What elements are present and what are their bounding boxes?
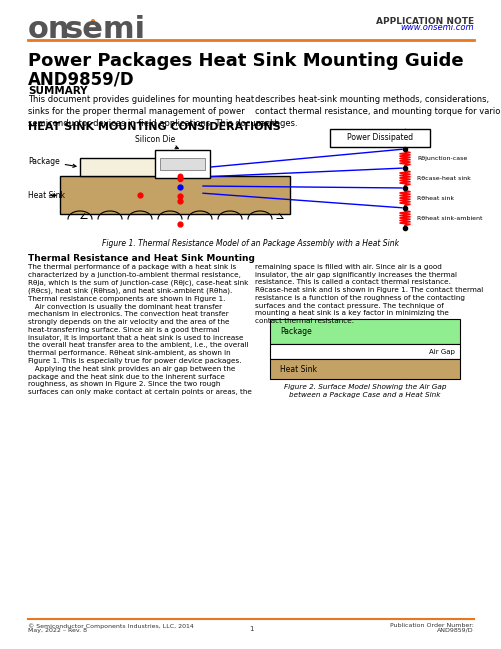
- Text: Heat Sink: Heat Sink: [280, 365, 316, 374]
- Text: Package: Package: [28, 156, 76, 167]
- Text: Rθheat sink: Rθheat sink: [416, 195, 453, 201]
- Text: AND9859/D: AND9859/D: [28, 71, 134, 89]
- Text: HEAT SINK MOUNTING CONSIDERATIONS: HEAT SINK MOUNTING CONSIDERATIONS: [28, 122, 280, 132]
- Text: Rθcase-heat sink: Rθcase-heat sink: [416, 175, 470, 180]
- Text: Rθheat sink-ambient: Rθheat sink-ambient: [416, 215, 481, 221]
- Text: Heat Sink: Heat Sink: [28, 191, 65, 201]
- Bar: [80, 158, 180, 176]
- Text: Figure 2. Surface Model Showing the Air Gap
between a Package Case and a Heat Si: Figure 2. Surface Model Showing the Air …: [283, 384, 445, 398]
- Text: semi: semi: [64, 14, 145, 43]
- Text: © Semiconductor Components Industries, LLC, 2014: © Semiconductor Components Industries, L…: [28, 623, 193, 629]
- Bar: [329, 129, 429, 147]
- Text: Thermal Resistance and Heat Sink Mounting: Thermal Resistance and Heat Sink Mountin…: [28, 254, 255, 263]
- Text: Publication Order Number:: Publication Order Number:: [389, 623, 473, 628]
- Text: on: on: [28, 14, 70, 43]
- Text: Air Gap: Air Gap: [428, 349, 454, 355]
- Text: Power Packages Heat Sink Mounting Guide: Power Packages Heat Sink Mounting Guide: [28, 52, 463, 70]
- Text: The thermal performance of a package with a heat sink is
characterized by a junc: The thermal performance of a package wit…: [28, 264, 252, 395]
- Text: Package: Package: [280, 328, 311, 336]
- Text: Rθjunction-case: Rθjunction-case: [416, 156, 466, 161]
- Text: Silicon Die: Silicon Die: [135, 134, 178, 149]
- Text: www.onsemi.com: www.onsemi.com: [400, 23, 473, 32]
- Text: This document provides guidelines for mounting heat
sinks for the proper thermal: This document provides guidelines for mo…: [28, 95, 277, 128]
- Text: Power Dissipated: Power Dissipated: [346, 134, 412, 143]
- Text: AND9859/D: AND9859/D: [436, 628, 473, 633]
- Bar: [270, 359, 459, 379]
- Bar: [160, 158, 204, 170]
- Text: May, 2022 – Rev. 8: May, 2022 – Rev. 8: [28, 628, 87, 633]
- Text: remaining space is filled with air. Since air is a good
insulator, the air gap s: remaining space is filled with air. Sinc…: [255, 264, 482, 324]
- Bar: [60, 176, 290, 214]
- Text: SUMMARY: SUMMARY: [28, 86, 87, 96]
- Text: 1: 1: [248, 626, 253, 632]
- Bar: [270, 344, 459, 359]
- Bar: [155, 150, 209, 178]
- Text: Figure 1. Thermal Resistance Model of an Package Assembly with a Heat Sink: Figure 1. Thermal Resistance Model of an…: [102, 239, 399, 248]
- Text: describes heat-sink mounting methods, considerations,
contact thermal resistance: describes heat-sink mounting methods, co…: [255, 95, 501, 128]
- Text: APPLICATION NOTE: APPLICATION NOTE: [375, 18, 473, 27]
- Bar: [270, 319, 459, 344]
